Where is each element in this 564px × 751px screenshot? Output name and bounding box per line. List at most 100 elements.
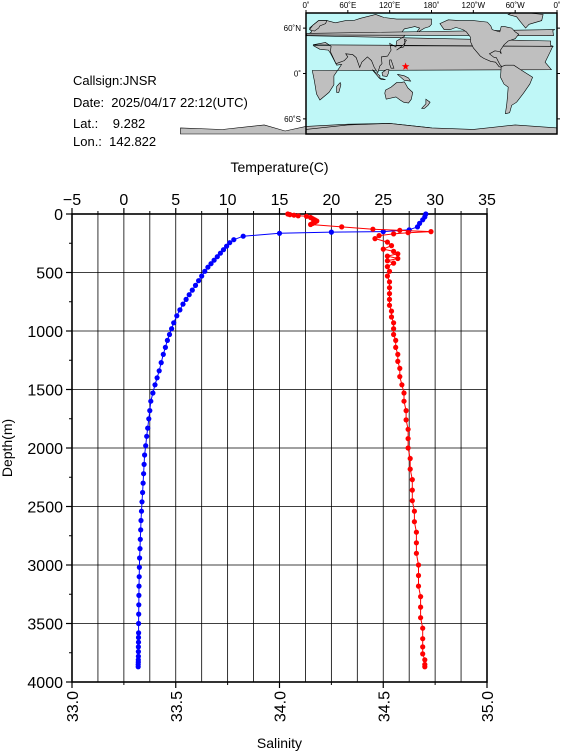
salinity-profile-point xyxy=(339,224,345,230)
temperature-profile-point xyxy=(135,649,141,655)
salinity-profile-point xyxy=(405,445,411,451)
salinity-tick-label: 33.0 xyxy=(65,691,82,722)
temperature-profile-point xyxy=(211,257,217,263)
temperature-profile-point xyxy=(202,268,208,274)
salinity-profile-point xyxy=(384,264,390,270)
temperature-profile-point xyxy=(137,555,143,561)
temperature-tick-label: 10 xyxy=(219,192,237,209)
salinity-profile-point xyxy=(401,398,407,404)
temperature-axis-title: Temperature(C) xyxy=(230,159,328,175)
salinity-profile-point xyxy=(413,550,419,556)
land-south-america xyxy=(500,64,533,114)
temperature-profile-point xyxy=(186,292,192,298)
temperature-profile-line xyxy=(137,213,427,667)
temperature-profile-point xyxy=(171,320,177,326)
salinity-profile-point xyxy=(420,644,426,650)
salinity-profile-point xyxy=(411,508,417,514)
temperature-tick-label: 15 xyxy=(271,192,289,209)
temperature-profile-point xyxy=(150,390,156,396)
temperature-profile-point xyxy=(137,546,143,552)
salinity-profile-point xyxy=(415,562,422,568)
land-new-zealand xyxy=(421,98,431,109)
temperature-profile-point xyxy=(146,416,152,422)
temperature-profile-point xyxy=(136,620,142,627)
temperature-profile-point xyxy=(169,326,175,332)
salinity-profile-point xyxy=(401,390,407,396)
temperature-profile-point xyxy=(138,508,145,514)
temperature-tick-label: 35 xyxy=(478,192,496,209)
map-lat-label: 60˚S xyxy=(284,115,301,124)
salinity-profile-point xyxy=(391,248,397,254)
temperature-profile-point xyxy=(142,452,148,458)
salinity-profile-point xyxy=(407,455,413,462)
salinity-axis-title: Salinity xyxy=(257,735,302,751)
temperature-profile-point xyxy=(231,237,237,243)
temperature-profile-point xyxy=(177,307,183,313)
temperature-profile-point xyxy=(145,425,151,431)
salinity-profile-point xyxy=(409,498,415,504)
temperature-profile-point xyxy=(143,443,149,449)
salinity-profile-point xyxy=(395,251,401,257)
salinity-profile-point xyxy=(388,243,395,249)
salinity-profile-point xyxy=(411,519,417,525)
salinity-profile-point xyxy=(391,231,397,237)
temperature-profile-point xyxy=(199,273,205,279)
salinity-tick-label: 34.5 xyxy=(376,691,393,722)
salinity-profile-point xyxy=(428,229,434,235)
temperature-profile-point xyxy=(180,301,186,307)
salinity-profile-point xyxy=(405,230,411,236)
temperature-profile-point xyxy=(136,602,142,608)
temperature-profile-point xyxy=(135,639,142,645)
callsign-text: Callsign:JNSR xyxy=(73,73,157,88)
depth-tick-label: 1500 xyxy=(27,383,63,400)
salinity-profile-point xyxy=(407,466,413,472)
temperature-profile-point xyxy=(162,344,168,350)
salinity-profile-point xyxy=(391,326,397,332)
salinity-profile-point xyxy=(393,344,399,350)
salinity-profile-point xyxy=(291,212,297,218)
temperature-profile-point xyxy=(137,536,143,542)
salinity-profile-point xyxy=(388,308,395,314)
land-sumatra-java xyxy=(371,69,386,80)
salinity-profile-point xyxy=(384,253,390,259)
temperature-profile-point xyxy=(136,574,142,580)
temperature-tick-label: 5 xyxy=(171,192,180,209)
temperature-profile-point xyxy=(217,250,223,256)
salinity-profile-point xyxy=(287,212,293,218)
map-lon-label: 60˚E xyxy=(339,1,356,10)
map-lon-label: 120˚E xyxy=(379,1,400,10)
temperature-profile xyxy=(135,211,429,670)
temperature-profile-point xyxy=(135,634,142,641)
salinity-profile xyxy=(285,211,434,670)
station-marker xyxy=(401,62,410,70)
salinity-profile-point xyxy=(384,258,390,264)
salinity-profile-point xyxy=(403,417,409,423)
temperature-profile-point xyxy=(140,489,146,496)
salinity-profile-point xyxy=(370,226,376,232)
salinity-profile-point xyxy=(386,268,393,274)
salinity-tick-label: 33.5 xyxy=(169,691,186,722)
salinity-profile-point xyxy=(418,594,424,600)
temperature-profile-point xyxy=(174,313,180,319)
salinity-profile-point xyxy=(391,320,397,326)
salinity-profile-point xyxy=(420,625,426,631)
salinity-profile-point xyxy=(384,273,390,279)
temperature-profile-point xyxy=(156,368,162,374)
salinity-profile-point xyxy=(393,337,399,343)
salinity-profile-point xyxy=(415,583,422,589)
salinity-profile-point xyxy=(386,291,393,297)
salinity-profile-point xyxy=(397,365,403,371)
land-eurasia xyxy=(305,14,554,74)
temperature-profile-point xyxy=(148,398,154,404)
salinity-profile-point xyxy=(409,477,415,483)
temperature-profile-point xyxy=(141,461,147,467)
temperature-profile-point xyxy=(166,331,173,338)
salinity-profile-point xyxy=(386,285,393,291)
temperature-profile-point xyxy=(136,583,142,589)
latitude-text: Lat.: 9.282 xyxy=(73,116,146,131)
salinity-profile-point xyxy=(386,302,393,308)
depth-tick-label: 3500 xyxy=(27,617,63,634)
temperature-profile-point xyxy=(227,240,233,246)
salinity-profile-point xyxy=(420,651,426,657)
temperature-profile-point xyxy=(152,382,158,388)
